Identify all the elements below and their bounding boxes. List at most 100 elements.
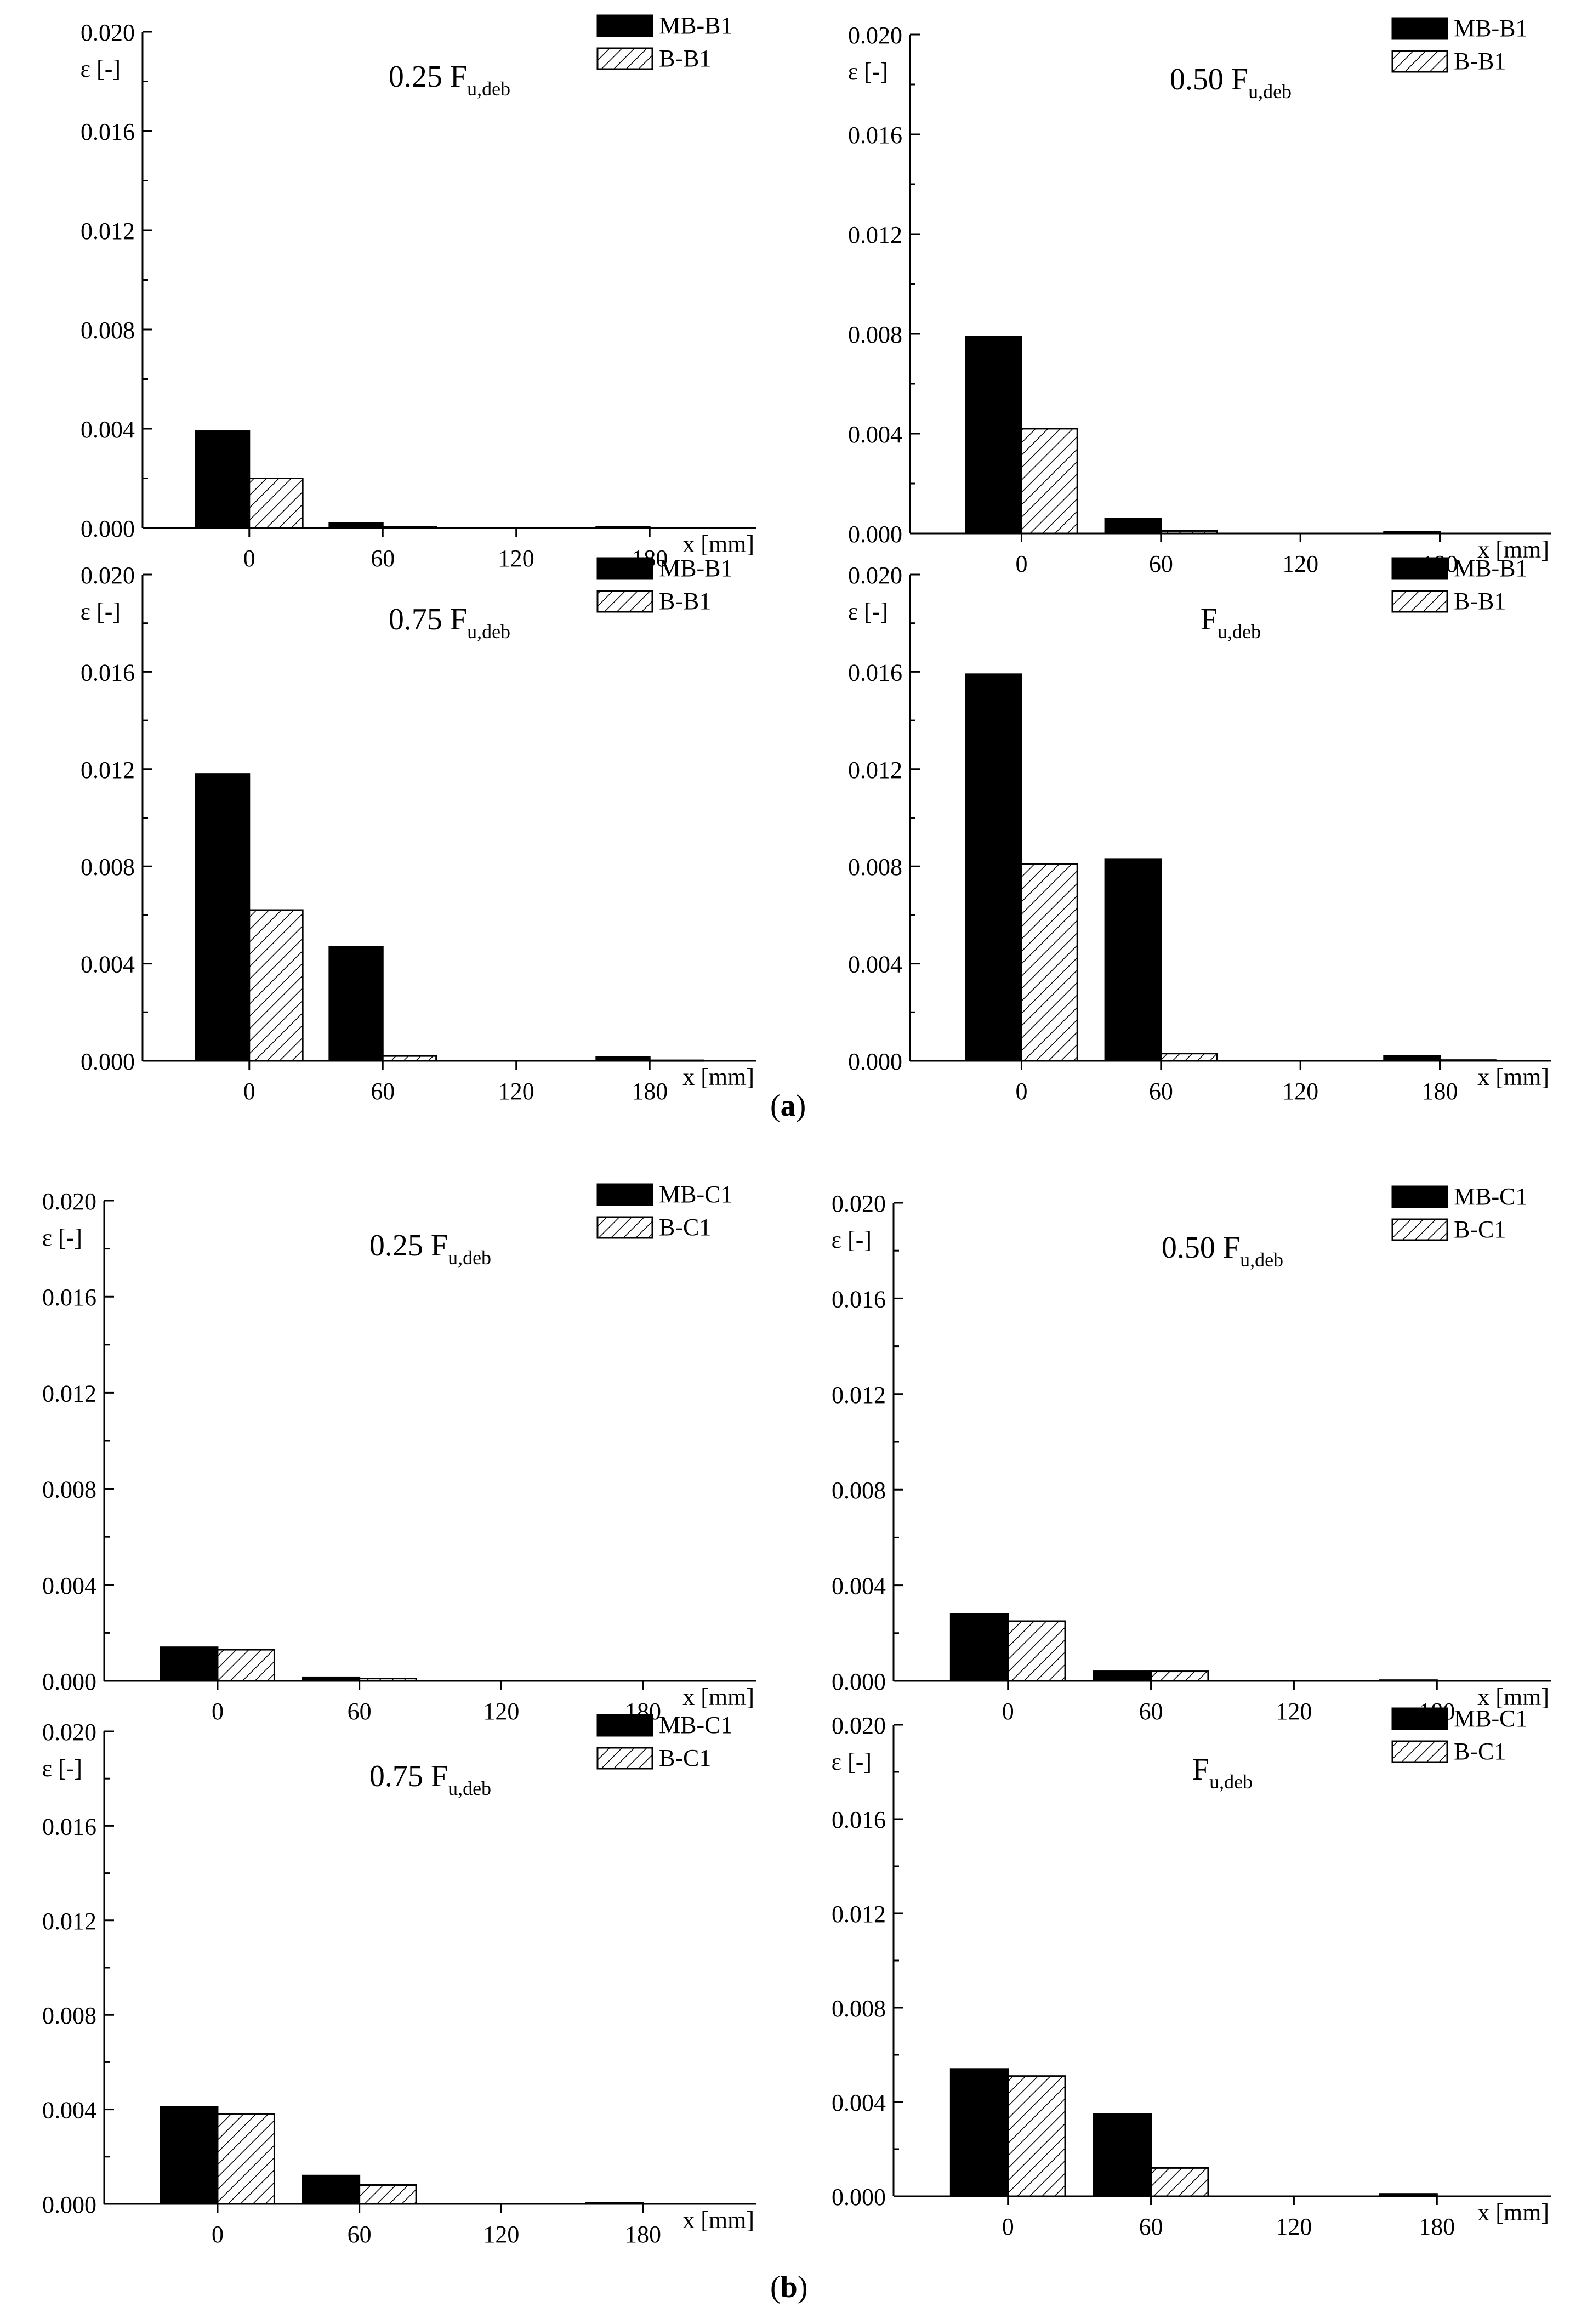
y-tick-label: 0.004 <box>832 2089 886 2116</box>
y-tick-label: 0.016 <box>42 1813 96 1840</box>
y-tick-label: 0.020 <box>832 1712 886 1739</box>
legend-swatch-B-B1 <box>1391 590 1448 613</box>
y-tick-label: 0.016 <box>81 118 135 145</box>
legend-swatch-MB-B1 <box>596 557 653 580</box>
y-tick-label: 0.000 <box>81 1048 135 1075</box>
legend-label-MB-C1: MB-C1 <box>1454 1705 1527 1732</box>
x-tick-label: 120 <box>1276 2213 1312 2240</box>
bar-b-60 <box>359 1678 417 1682</box>
chart-b1: 0.000 0.004 0.008 0.012 0.016 0.020 ε [-] 0 60 12… <box>42 1181 756 1725</box>
legend-label-MB-B1: MB-B1 <box>1454 15 1527 42</box>
y-tick-label: 0.016 <box>848 122 902 149</box>
bar-b-0 <box>217 1649 275 1682</box>
y-tick-label: 0.008 <box>832 1477 886 1504</box>
legend-swatch-MB-B1 <box>1391 17 1448 40</box>
bar-b-0 <box>1007 1620 1066 1682</box>
x-tick-label: 60 <box>1139 2213 1163 2240</box>
chart-b4: 0.000 0.004 0.008 0.012 0.016 0.020 ε [-] 0 60 12… <box>832 1705 1551 2240</box>
legend-swatch-B-B1 <box>1391 50 1448 73</box>
bar-b-60 <box>359 2184 417 2205</box>
x-axis-label: x [mm] <box>682 531 754 558</box>
x-axis-label: x [mm] <box>1477 1064 1549 1090</box>
y-tick-label: 0.008 <box>848 321 902 348</box>
caption-b-letter: b <box>780 2270 798 2304</box>
legend-label-B-C1: B-C1 <box>1454 1738 1506 1765</box>
legend-label-B-B1: B-B1 <box>1454 48 1506 75</box>
chart-title: 0.50 Fu,deb <box>1162 1231 1283 1271</box>
bar-mb-60 <box>1104 858 1162 1062</box>
y-tick-label: 0.008 <box>42 2002 96 2029</box>
legend-label-MB-C1: MB-C1 <box>659 1181 732 1208</box>
chart-title: 0.25 Fu,deb <box>369 1229 491 1269</box>
x-tick-label: 120 <box>1276 1698 1312 1725</box>
y-tick-label: 0.004 <box>81 951 135 978</box>
y-tick-label: 0.008 <box>832 1995 886 2022</box>
legend-swatch-B-B1 <box>596 47 653 70</box>
bar-mb-0 <box>160 2106 219 2205</box>
y-axis-label: ε [-] <box>42 1755 82 1782</box>
y-tick-label: 0.008 <box>42 1476 96 1503</box>
y-axis-label: ε [-] <box>42 1224 82 1251</box>
chart-a3: 0.000 0.004 0.008 0.012 0.016 0.020 ε [-] 0 60 12… <box>81 555 756 1105</box>
legend-swatch-B-C1 <box>1391 1218 1448 1241</box>
y-tick-label: 0.012 <box>42 1380 96 1407</box>
bar-mb-60 <box>328 522 384 529</box>
legend-swatch-MB-C1 <box>1391 1185 1448 1208</box>
x-axis-label: x [mm] <box>682 1064 754 1090</box>
legend-swatch-B-C1 <box>596 1747 653 1770</box>
bar-mb-180 <box>1383 1055 1441 1062</box>
y-tick-label: 0.004 <box>832 1573 886 1600</box>
chart-title: 0.75 Fu,deb <box>389 603 510 643</box>
bar-mb-180 <box>595 526 651 529</box>
y-tick-label: 0.008 <box>81 317 135 344</box>
bar-b-0 <box>248 909 304 1062</box>
legend-swatch-MB-C1 <box>596 1714 653 1737</box>
x-tick-label: 0 <box>212 1698 224 1725</box>
y-tick-label: 0.016 <box>832 1286 886 1312</box>
legend-swatch-MB-C1 <box>1391 1707 1448 1730</box>
y-tick-label: 0.000 <box>848 1048 902 1075</box>
x-tick-label: 180 <box>625 2221 661 2248</box>
chart-b3: 0.000 0.004 0.008 0.012 0.016 0.020 ε [-] 0 60 12… <box>42 1712 756 2248</box>
legend-swatch-MB-B1 <box>596 14 653 37</box>
chart-title: Fu,deb <box>1192 1753 1253 1793</box>
y-tick-label: 0.016 <box>832 1806 886 1833</box>
x-tick-label: 0 <box>243 545 255 572</box>
x-axis-label: x [mm] <box>682 2207 754 2234</box>
x-tick-label: 120 <box>498 1078 534 1105</box>
bar-b-0 <box>217 2113 275 2205</box>
legend-label-B-C1: B-C1 <box>1454 1216 1506 1243</box>
x-tick-label: 60 <box>1149 1078 1173 1105</box>
y-tick-label: 0.012 <box>832 1901 886 1928</box>
x-axis-label: x [mm] <box>1477 1684 1549 1711</box>
legend-swatch-B-C1 <box>596 1216 653 1239</box>
legend-label-B-C1: B-C1 <box>659 1745 711 1771</box>
legend-label-B-C1: B-C1 <box>659 1214 711 1241</box>
y-axis-label: ε [-] <box>832 1748 872 1775</box>
y-tick-label: 0.004 <box>81 416 135 443</box>
y-tick-label: 0.020 <box>42 1188 96 1215</box>
bar-mb-0 <box>949 1613 1009 1682</box>
bar-b-60 <box>1150 2167 1209 2197</box>
caption-a: (a) <box>770 1089 806 1123</box>
bar-mb-180 <box>1379 2193 1438 2197</box>
x-tick-label: 0 <box>212 2221 224 2248</box>
caption-b: (b) <box>770 2270 808 2304</box>
y-axis-label: ε [-] <box>848 58 888 85</box>
chart-b2: 0.000 0.004 0.008 0.012 0.016 0.020 ε [-] 0 60 12… <box>832 1183 1551 1725</box>
bar-mb-60 <box>1093 2113 1152 2197</box>
x-tick-label: 180 <box>632 1078 668 1105</box>
legend-label-MB-B1: MB-B1 <box>659 555 732 582</box>
y-tick-label: 0.004 <box>848 951 902 978</box>
x-tick-label: 120 <box>498 545 534 572</box>
legend-swatch-B-B1 <box>596 590 653 613</box>
bar-b-60 <box>1150 1670 1209 1682</box>
x-axis-label: x [mm] <box>1477 2199 1549 2226</box>
y-tick-label: 0.020 <box>81 562 135 589</box>
y-tick-label: 0.004 <box>848 421 902 448</box>
legend-swatch-MB-C1 <box>596 1183 653 1206</box>
x-tick-label: 0 <box>243 1078 255 1105</box>
x-tick-label: 0 <box>1015 1078 1027 1105</box>
legend-label-B-B1: B-B1 <box>659 588 711 615</box>
y-tick-label: 0.000 <box>81 515 135 542</box>
